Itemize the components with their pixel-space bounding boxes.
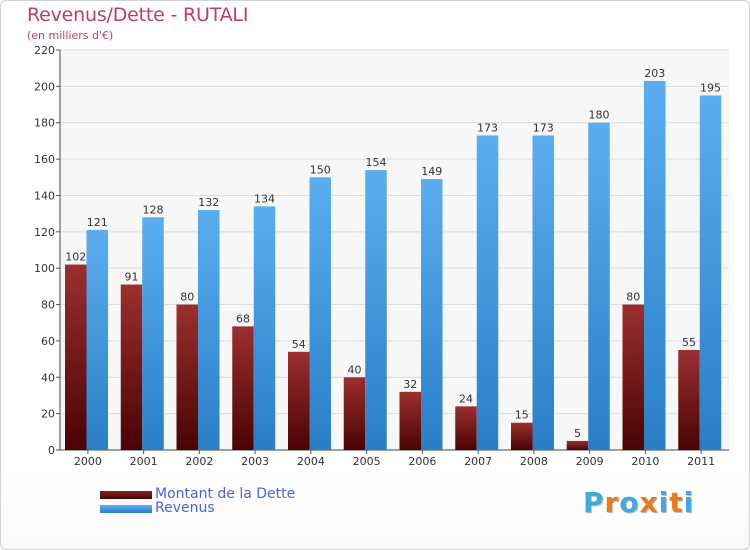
bar-revenus	[588, 122, 610, 451]
bar-dette	[511, 422, 533, 450]
y-tick-label: 0	[48, 444, 55, 457]
data-label-dette: 102	[65, 251, 86, 264]
bar-dette	[399, 391, 421, 450]
data-label-dette: 55	[682, 336, 696, 349]
bar-dette	[120, 284, 143, 450]
bar-dette	[232, 326, 254, 450]
plot-area	[60, 50, 729, 450]
x-tick-label: 2000	[74, 455, 102, 468]
x-tick-label: 2010	[631, 455, 659, 468]
data-label-revenus: 150	[310, 163, 331, 176]
legend-swatch-revenus	[100, 505, 152, 513]
chart-title: Revenus/Dette - RUTALI	[27, 4, 249, 26]
bar-revenus	[365, 170, 387, 450]
bar-revenus	[644, 80, 666, 450]
data-label-dette: 80	[180, 291, 194, 304]
y-tick-label: 40	[41, 371, 55, 384]
bar-dette	[65, 264, 87, 450]
data-label-dette: 5	[574, 427, 581, 440]
bar-dette	[566, 440, 589, 450]
chart-subtitle: (en milliers d'€)	[27, 29, 114, 42]
bar-revenus	[532, 135, 554, 451]
x-tick-label: 2001	[130, 455, 158, 468]
logo-letter: i	[683, 486, 695, 519]
data-label-revenus: 195	[700, 81, 721, 94]
bar-revenus	[86, 230, 108, 450]
bar-revenus	[421, 179, 443, 450]
y-tick-label: 200	[34, 80, 55, 93]
x-tick-label: 2004	[297, 455, 325, 468]
y-tick-label: 160	[34, 153, 55, 166]
x-tick-label: 2008	[520, 455, 548, 468]
y-tick-label: 180	[34, 117, 55, 130]
y-tick-label: 140	[34, 189, 55, 202]
y-tick-label: 120	[34, 226, 55, 239]
x-tick-label: 2003	[241, 455, 269, 468]
bar-dette	[288, 351, 310, 450]
data-label-dette: 15	[515, 409, 529, 422]
data-label-revenus: 173	[477, 121, 498, 134]
data-label-revenus: 203	[644, 67, 665, 80]
y-tick-label: 20	[41, 408, 55, 421]
bar-dette	[622, 304, 644, 450]
y-tick-label: 220	[34, 44, 55, 57]
legend-swatch-dette	[100, 491, 152, 499]
y-tick-label: 60	[41, 335, 55, 348]
data-label-revenus: 173	[533, 121, 554, 134]
logo-letter: x	[639, 486, 659, 519]
bar-revenus	[476, 135, 499, 451]
data-label-dette: 24	[459, 392, 473, 405]
x-tick-label: 2005	[353, 455, 381, 468]
bar-revenus	[198, 210, 220, 450]
logo-letter: o	[619, 486, 640, 519]
x-tick-label: 2009	[576, 455, 604, 468]
bar-dette	[343, 377, 366, 450]
logo-letter: i	[658, 486, 670, 519]
data-label-revenus: 149	[421, 165, 442, 178]
data-label-revenus: 121	[87, 216, 108, 229]
y-tick-label: 100	[34, 262, 55, 275]
data-label-dette: 91	[125, 271, 139, 284]
x-tick-label: 2006	[408, 455, 436, 468]
bar-dette	[678, 350, 700, 450]
bar-revenus	[253, 206, 276, 450]
data-label-dette: 54	[292, 338, 306, 351]
data-label-revenus: 134	[254, 192, 275, 205]
data-label-revenus: 132	[198, 196, 219, 209]
bar-dette	[176, 304, 198, 450]
logo-letter: t	[669, 486, 684, 519]
x-tick-label: 2007	[464, 455, 492, 468]
proxiti-logo: Proxiti	[583, 486, 694, 519]
x-tick-label: 2011	[687, 455, 715, 468]
x-tick-label: 2002	[185, 455, 213, 468]
data-label-revenus: 154	[366, 156, 387, 169]
bar-revenus	[699, 95, 722, 451]
y-tick-label: 80	[41, 299, 55, 312]
bar-revenus	[142, 217, 164, 450]
data-label-dette: 68	[236, 312, 250, 325]
logo-letter: r	[604, 486, 620, 519]
data-label-dette: 80	[626, 291, 640, 304]
data-label-revenus: 180	[589, 109, 610, 122]
bar-dette	[455, 406, 477, 450]
data-label-dette: 40	[348, 363, 362, 376]
logo-letter: P	[583, 486, 605, 519]
bar-revenus	[309, 177, 331, 451]
data-label-revenus: 128	[143, 203, 164, 216]
data-label-dette: 32	[403, 378, 417, 391]
legend-label-dette: Montant de la Dette	[155, 486, 296, 502]
legend-label-revenus: Revenus	[155, 500, 215, 516]
